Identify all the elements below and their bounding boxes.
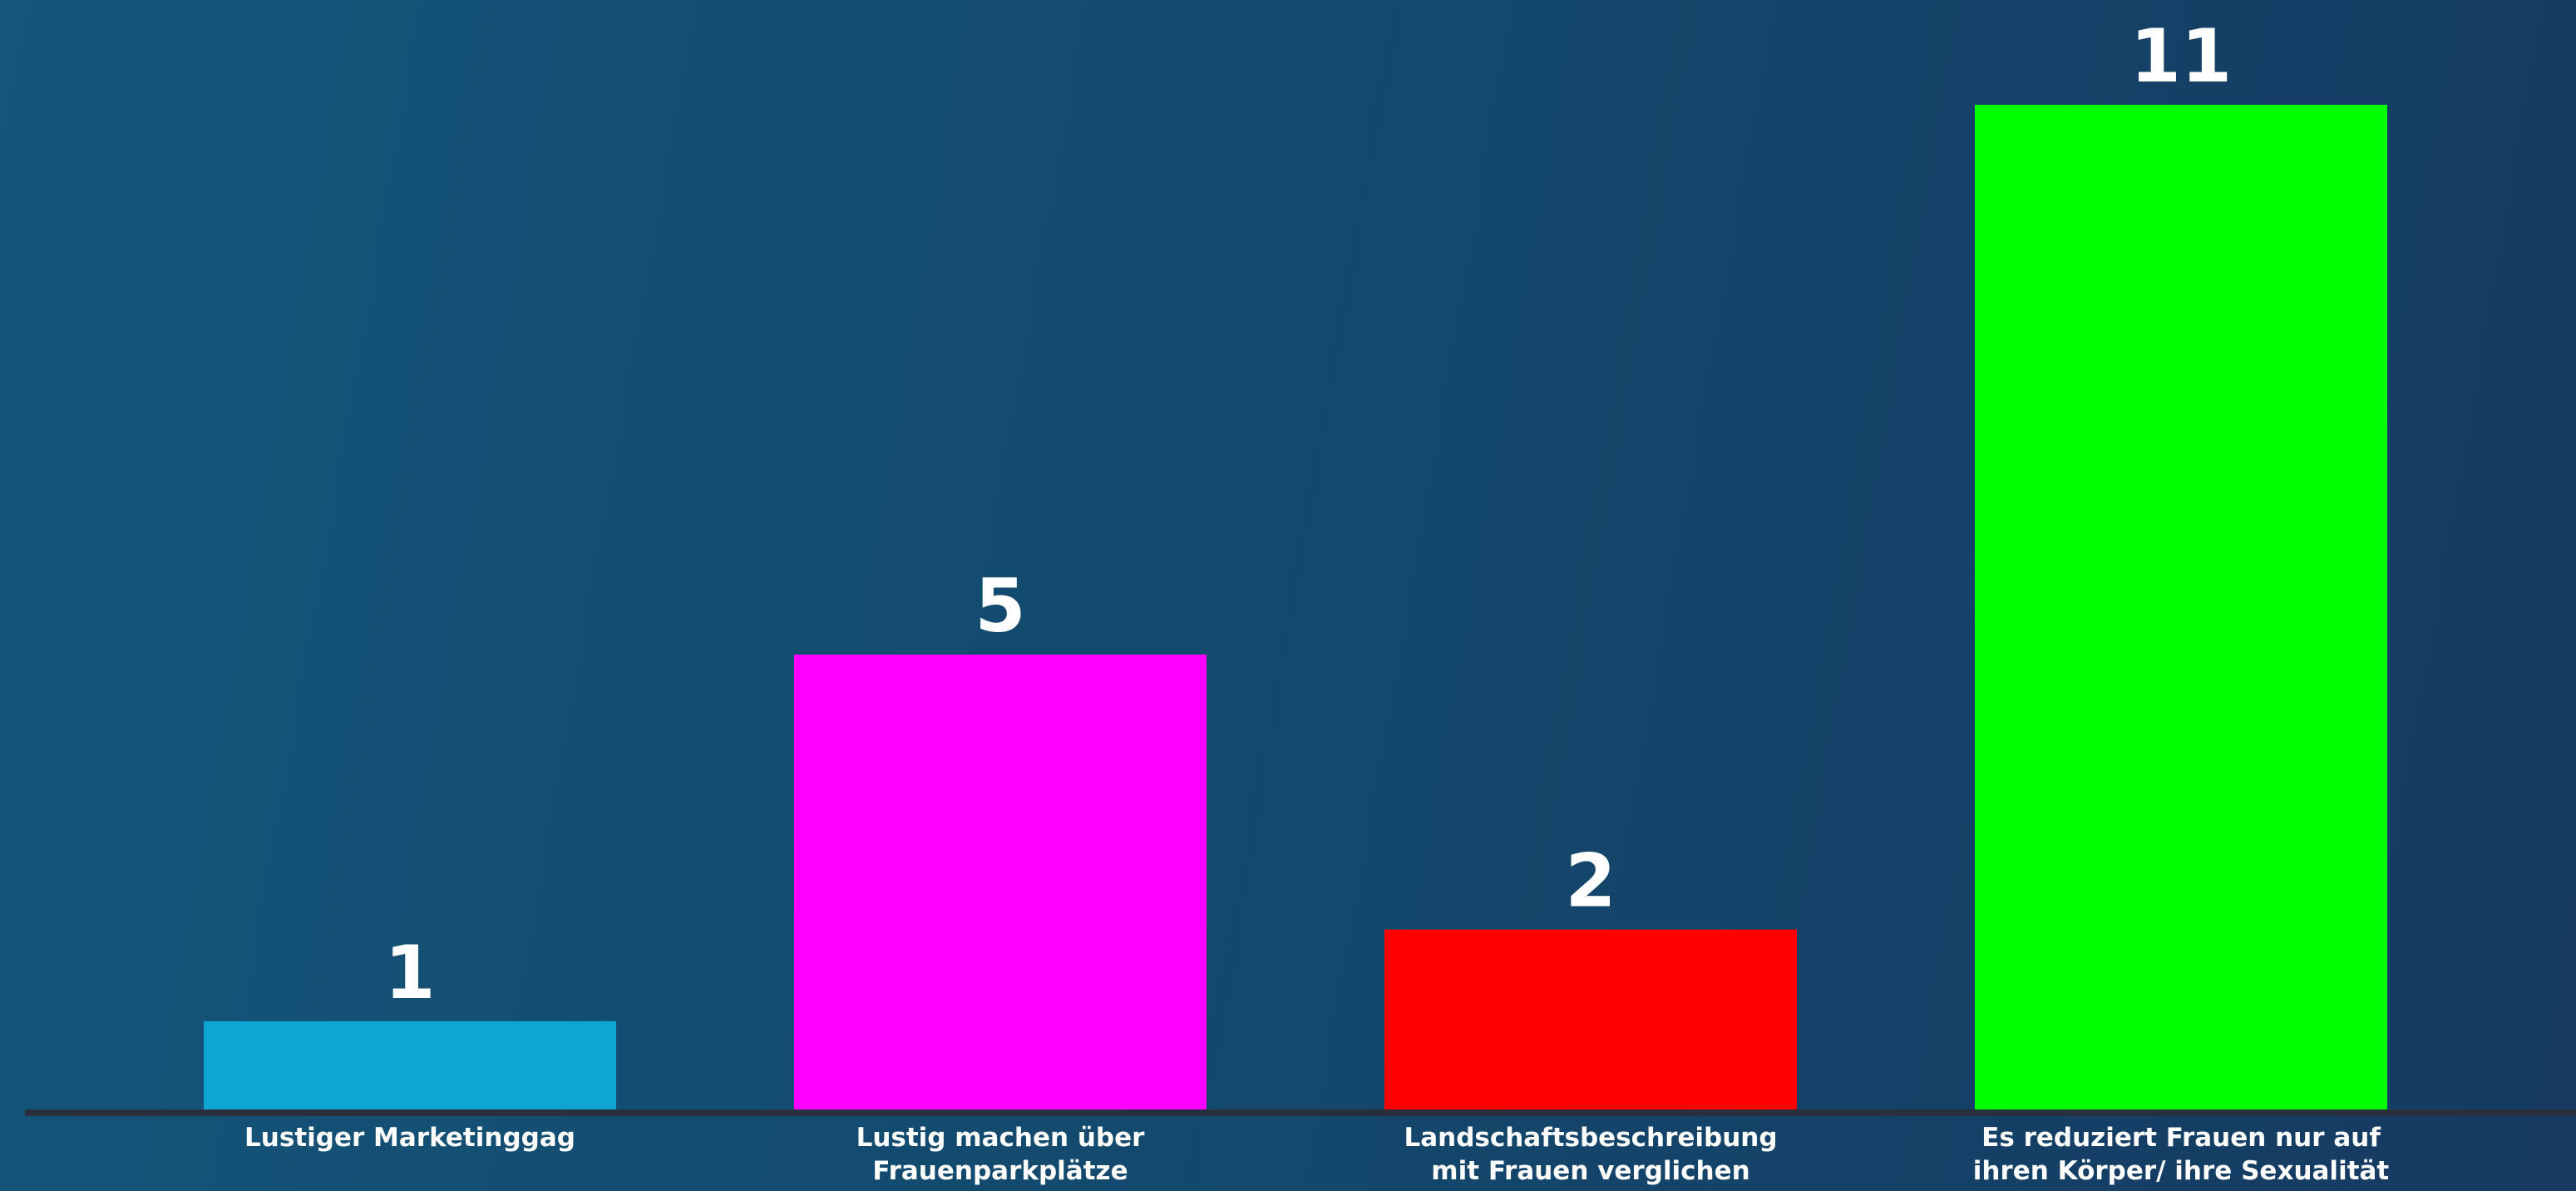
category-label-1: Lustiger Marketinggag	[244, 1123, 575, 1153]
category-label-3: Landschaftsbeschreibung mit Frauen vergli…	[1404, 1123, 1777, 1186]
category-label-2: Lustig machen über Frauenparkplätze	[856, 1123, 1146, 1186]
value-label-4: 11	[2130, 13, 2232, 99]
bar-1	[204, 1021, 616, 1113]
value-label-1: 1	[384, 930, 435, 1016]
category-label-4: Es reduziert Frauen nur auf ihren Körper/…	[1973, 1123, 2390, 1186]
bar-4	[1975, 105, 2387, 1113]
category-labels-group: Lustiger Marketinggag Lustig machen über F…	[244, 1123, 2389, 1186]
bars-group	[204, 105, 2387, 1113]
bar-3	[1384, 929, 1797, 1113]
value-label-3: 2	[1565, 838, 1616, 924]
bar-2	[794, 655, 1207, 1113]
value-labels-group: 1 5 2 11	[384, 13, 2232, 1016]
value-label-2: 5	[975, 563, 1025, 649]
